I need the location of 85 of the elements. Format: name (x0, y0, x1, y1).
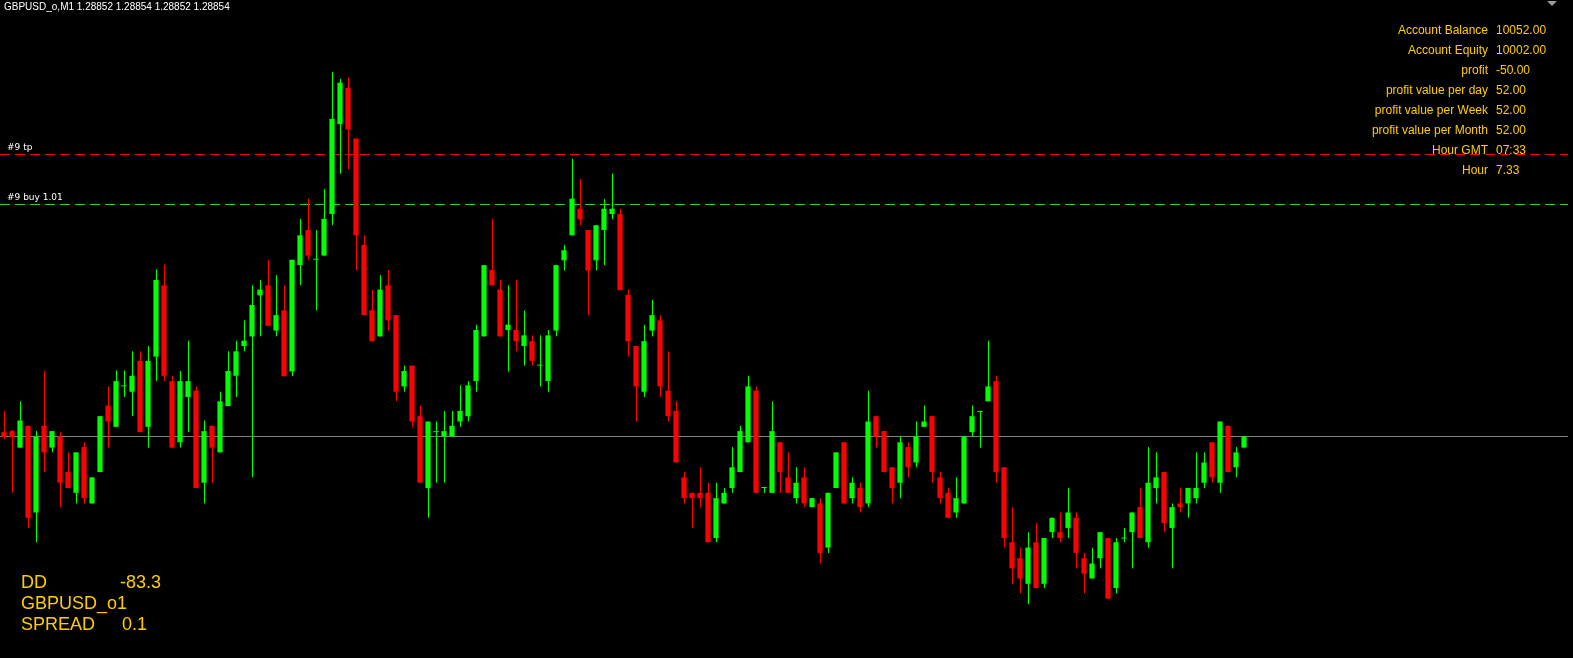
text: SPREAD (21, 614, 96, 635)
chart-title: GBPUSD_o,M1 1.28852 1.28854 1.28852 1.28854 (4, 1, 230, 12)
candlestick (953, 476, 959, 519)
text: profit (1461, 63, 1488, 77)
candlestick (521, 309, 527, 367)
candlestick (401, 365, 407, 393)
candlestick (1089, 547, 1095, 579)
candlestick (449, 410, 455, 437)
candlestick (977, 410, 983, 449)
candlestick (121, 369, 127, 398)
candlestick (697, 466, 703, 508)
candlestick (49, 430, 55, 453)
candlestick (1065, 487, 1071, 539)
candlestick (1153, 451, 1159, 504)
candlestick (105, 385, 111, 449)
candlestick (209, 425, 215, 484)
text: profit value per day (1385, 83, 1488, 97)
candlestick (129, 350, 135, 417)
annotation: DD (21, 572, 47, 593)
text: Hour GMT (1431, 143, 1488, 157)
candlestick (1017, 547, 1023, 594)
candlestick (1129, 512, 1135, 569)
candlestick (537, 334, 543, 387)
candlestick (1177, 487, 1183, 513)
text: Hour (1461, 163, 1488, 177)
text: 52.00 (1496, 83, 1527, 97)
candlestick (793, 466, 799, 504)
candlestick (761, 487, 767, 494)
candlestick (313, 229, 319, 311)
candlestick (489, 218, 495, 286)
ref-line-label: #9 buy 1.01 (7, 192, 63, 203)
candlestick (649, 299, 655, 337)
candlestick (1081, 552, 1087, 594)
text: profit value per Month (1371, 123, 1488, 137)
candlestick (921, 405, 927, 428)
candlestick (273, 274, 279, 337)
candlestick (257, 279, 263, 337)
annotation: GBPUSD_o1 (21, 593, 128, 614)
text: 52.00 (1496, 103, 1527, 117)
candlestick (985, 340, 991, 402)
candlestick (9, 429, 15, 494)
candlestick (513, 279, 519, 352)
candlestick (601, 198, 607, 266)
text: Account Equity (1407, 43, 1488, 57)
candlestick (681, 471, 687, 504)
text: 0.1 (122, 614, 148, 635)
text: 52.00 (1496, 123, 1527, 137)
text: Account Balance (1397, 23, 1488, 37)
candlestick (1233, 446, 1239, 478)
candlestick (241, 319, 247, 352)
text: 10002.00 (1496, 43, 1547, 57)
candlestick (1, 410, 7, 440)
candlestick (689, 492, 695, 529)
candlestick (505, 284, 511, 373)
candlestick (1121, 527, 1127, 543)
candlestick (1057, 512, 1063, 543)
candlestick (889, 466, 895, 504)
text: 07:33 (1496, 143, 1527, 157)
candlestick (529, 334, 535, 367)
text: profit value per Week (1374, 103, 1488, 117)
candlestick (1201, 451, 1207, 489)
candlestick (561, 244, 567, 271)
candlestick (577, 178, 583, 226)
candlestick (857, 482, 863, 513)
candlestick (65, 451, 71, 489)
candlestick (729, 446, 735, 494)
candlestick (849, 476, 855, 504)
candlestick (969, 405, 975, 437)
candlestick (441, 410, 447, 484)
candlestick (785, 451, 791, 494)
text: -50.00 (1496, 63, 1531, 77)
ref-line-label: #9 tp (7, 142, 33, 153)
candlestick (433, 421, 439, 484)
candlestick (905, 441, 911, 478)
candlestick (457, 384, 463, 428)
candlestick (609, 173, 615, 220)
candlestick (185, 340, 191, 433)
candlestick (873, 415, 879, 449)
candlestick (1169, 502, 1175, 569)
candlestick (1185, 487, 1191, 519)
text: 10052.00 (1496, 23, 1547, 37)
annotation: -83.3 (120, 572, 162, 593)
candlestick (1193, 451, 1199, 504)
text: 7.33 (1496, 163, 1520, 177)
candlestick (937, 471, 943, 504)
